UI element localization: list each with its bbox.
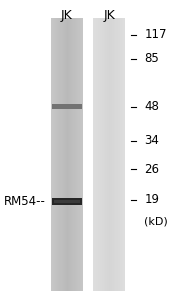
Bar: [106, 18, 107, 291]
Bar: [117, 18, 118, 291]
Bar: [62, 18, 63, 291]
Bar: [109, 18, 110, 291]
Bar: [54, 200, 80, 203]
Bar: [113, 18, 114, 291]
Bar: [98, 18, 99, 291]
Bar: [70, 18, 71, 291]
Bar: [78, 18, 80, 291]
Bar: [120, 18, 121, 291]
Bar: [73, 18, 74, 291]
Bar: [111, 18, 112, 291]
Bar: [112, 18, 113, 291]
Bar: [103, 18, 104, 291]
Bar: [66, 18, 67, 291]
FancyBboxPatch shape: [93, 18, 125, 291]
Text: 19: 19: [144, 193, 159, 206]
Bar: [100, 18, 101, 291]
Bar: [58, 18, 59, 291]
Bar: [108, 18, 109, 291]
Bar: [124, 18, 125, 291]
Bar: [53, 18, 54, 291]
Bar: [57, 18, 58, 291]
Bar: [115, 18, 117, 291]
Bar: [110, 18, 111, 291]
Bar: [63, 18, 64, 291]
Bar: [96, 18, 98, 291]
Bar: [80, 18, 81, 291]
Bar: [54, 18, 55, 291]
Bar: [51, 18, 52, 291]
Bar: [123, 18, 124, 291]
Bar: [121, 18, 122, 291]
Bar: [52, 104, 82, 109]
Text: JK: JK: [103, 9, 115, 22]
Text: RM54--: RM54--: [4, 195, 45, 208]
Bar: [119, 18, 120, 291]
Bar: [101, 18, 102, 291]
Bar: [99, 18, 100, 291]
Bar: [68, 18, 69, 291]
Text: JK: JK: [61, 9, 73, 22]
Bar: [81, 18, 82, 291]
Bar: [52, 18, 53, 291]
Bar: [122, 18, 123, 291]
Bar: [114, 18, 115, 291]
Bar: [94, 18, 95, 291]
Bar: [61, 18, 62, 291]
Bar: [93, 18, 94, 291]
Bar: [107, 18, 108, 291]
Bar: [102, 18, 103, 291]
Text: 85: 85: [144, 52, 159, 65]
Text: 48: 48: [144, 100, 159, 113]
Bar: [104, 18, 105, 291]
Bar: [71, 18, 72, 291]
FancyBboxPatch shape: [51, 18, 83, 291]
Bar: [74, 18, 75, 291]
Bar: [75, 18, 76, 291]
Bar: [69, 18, 70, 291]
Bar: [56, 18, 57, 291]
Bar: [82, 18, 83, 291]
Text: (kD): (kD): [144, 217, 168, 227]
Bar: [95, 18, 96, 291]
Bar: [67, 18, 68, 291]
Bar: [72, 18, 73, 291]
Text: 26: 26: [144, 163, 159, 176]
Bar: [64, 18, 65, 291]
Bar: [55, 18, 56, 291]
Bar: [76, 18, 77, 291]
Bar: [77, 18, 78, 291]
Bar: [59, 18, 61, 291]
Bar: [118, 18, 119, 291]
Text: 34: 34: [144, 134, 159, 148]
Text: 117: 117: [144, 28, 167, 41]
Bar: [65, 18, 66, 291]
Bar: [105, 18, 106, 291]
Bar: [52, 198, 82, 205]
